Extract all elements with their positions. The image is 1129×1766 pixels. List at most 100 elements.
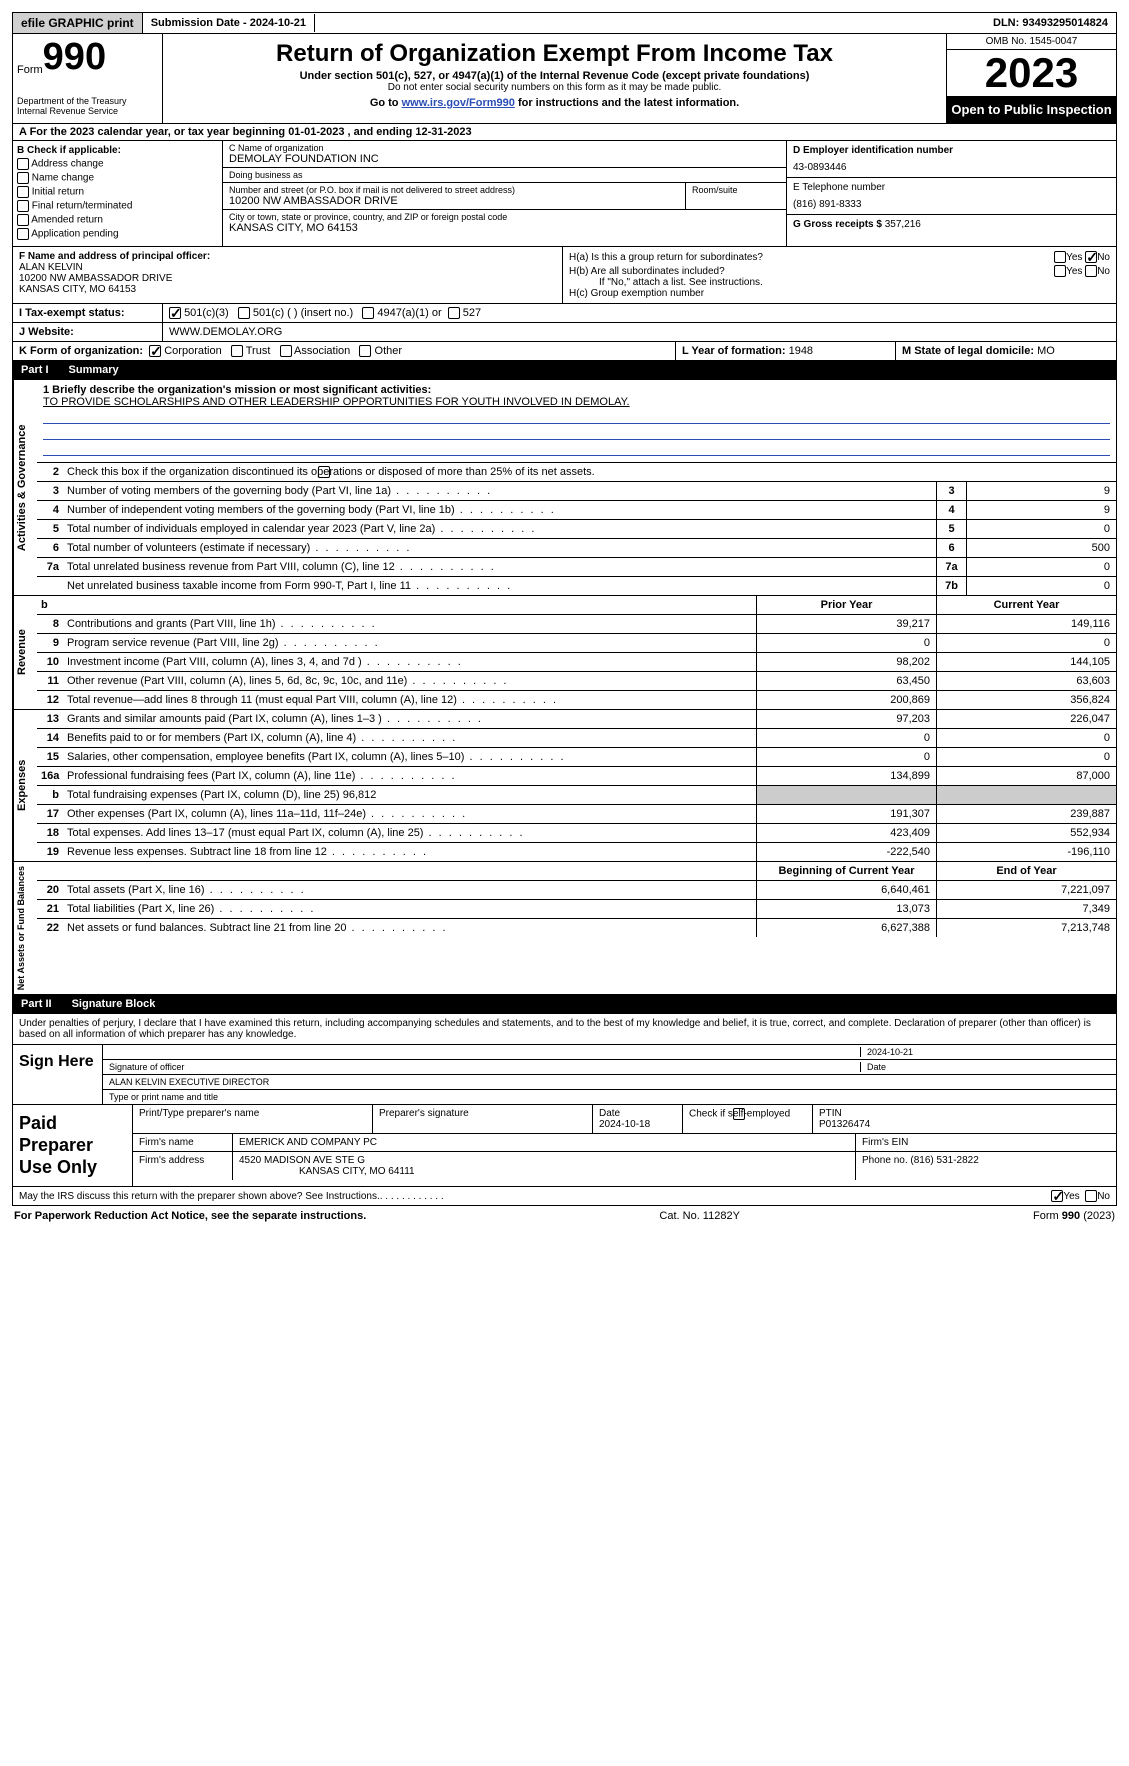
- summary-row: 12Total revenue—add lines 8 through 11 (…: [37, 691, 1116, 709]
- city-value: KANSAS CITY, MO 64153: [229, 222, 780, 234]
- summary-row: 15Salaries, other compensation, employee…: [37, 748, 1116, 767]
- period-band: A For the 2023 calendar year, or tax yea…: [12, 124, 1117, 141]
- year-box: OMB No. 1545-0047 2023 Open to Public In…: [946, 34, 1116, 123]
- website: WWW.DEMOLAY.ORG: [169, 326, 282, 338]
- omb-number: OMB No. 1545-0047: [947, 34, 1116, 50]
- column-d: D Employer identification number 43-0893…: [786, 141, 1116, 246]
- summary-row: 4Number of independent voting members of…: [37, 501, 1116, 520]
- department-label: Department of the Treasury Internal Reve…: [17, 96, 158, 116]
- hb-yes[interactable]: [1054, 265, 1066, 277]
- chk-amended[interactable]: Amended return: [17, 214, 218, 226]
- summary-row: 14Benefits paid to or for members (Part …: [37, 729, 1116, 748]
- ein-label: D Employer identification number: [793, 145, 1110, 156]
- summary-row: 22Net assets or fund balances. Subtract …: [37, 919, 1116, 937]
- summary-row: 19Revenue less expenses. Subtract line 1…: [37, 843, 1116, 861]
- sign-here-block: Sign Here 2024-10-21 Signature of office…: [12, 1045, 1117, 1105]
- form-word: Form: [17, 64, 43, 76]
- dba-label: Doing business as: [229, 170, 780, 180]
- chk-final[interactable]: Final return/terminated: [17, 200, 218, 212]
- summary-row: 21Total liabilities (Part X, line 26)13,…: [37, 900, 1116, 919]
- discuss-no[interactable]: [1085, 1190, 1097, 1202]
- row-f-h: F Name and address of principal officer:…: [12, 247, 1117, 304]
- title-box: Return of Organization Exempt From Incom…: [163, 34, 946, 123]
- ha-no[interactable]: [1085, 251, 1097, 263]
- summary-row: 9Program service revenue (Part VIII, lin…: [37, 634, 1116, 653]
- form-number: 990: [43, 38, 106, 76]
- summary-row: 11Other revenue (Part VIII, column (A), …: [37, 672, 1116, 691]
- part-1-header: Part I Summary: [12, 361, 1117, 380]
- chk-initial[interactable]: Initial return: [17, 186, 218, 198]
- top-bar: efile GRAPHIC print Submission Date - 20…: [12, 12, 1117, 34]
- mission-text: TO PROVIDE SCHOLARSHIPS AND OTHER LEADER…: [43, 396, 1110, 408]
- ha-yes[interactable]: [1054, 251, 1066, 263]
- prep-phone: (816) 531-2822: [910, 1155, 978, 1166]
- summary-row: 6Total number of volunteers (estimate if…: [37, 539, 1116, 558]
- form-header: Form 990 Department of the Treasury Inte…: [12, 34, 1117, 124]
- open-inspection: Open to Public Inspection: [947, 96, 1116, 123]
- 501c3-check[interactable]: [169, 307, 181, 319]
- corp-check[interactable]: [149, 345, 161, 357]
- irs-link[interactable]: www.irs.gov/Form990: [402, 97, 515, 109]
- row-k-l-m: K Form of organization: Corporation Trus…: [12, 342, 1117, 361]
- vlabel-expenses: Expenses: [13, 710, 37, 861]
- city-label: City or town, state or province, country…: [229, 212, 780, 222]
- chk-name[interactable]: Name change: [17, 172, 218, 184]
- org-name: DEMOLAY FOUNDATION INC: [229, 153, 780, 165]
- summary-row: 10Investment income (Part VIII, column (…: [37, 653, 1116, 672]
- summary-row: 8Contributions and grants (Part VIII, li…: [37, 615, 1116, 634]
- vlabel-netassets: Net Assets or Fund Balances: [13, 862, 37, 994]
- summary-row: 17Other expenses (Part IX, column (A), l…: [37, 805, 1116, 824]
- signature-declaration: Under penalties of perjury, I declare th…: [12, 1014, 1117, 1045]
- part-2-header: Part II Signature Block: [12, 995, 1117, 1014]
- ptin: P01326474: [819, 1119, 870, 1130]
- row-j: J Website: WWW.DEMOLAY.ORG: [12, 323, 1117, 342]
- governance-section: Activities & Governance 1 Briefly descri…: [12, 380, 1117, 596]
- form-number-box: Form 990 Department of the Treasury Inte…: [13, 34, 163, 123]
- subtitle-1: Under section 501(c), 527, or 4947(a)(1)…: [171, 70, 938, 82]
- summary-row: 7aTotal unrelated business revenue from …: [37, 558, 1116, 577]
- discuss-yes[interactable]: [1051, 1190, 1063, 1202]
- revenue-section: Revenue b Prior Year Current Year 8Contr…: [12, 596, 1117, 710]
- summary-row: 18Total expenses. Add lines 13–17 (must …: [37, 824, 1116, 843]
- submission-date: Submission Date - 2024-10-21: [143, 14, 315, 32]
- ein-value: 43-0893446: [793, 162, 1110, 173]
- discuss-row: May the IRS discuss this return with the…: [12, 1187, 1117, 1206]
- org-name-label: C Name of organization: [229, 143, 780, 153]
- summary-row: bTotal fundraising expenses (Part IX, co…: [37, 786, 1116, 805]
- tel-value: (816) 891-8333: [793, 199, 1110, 210]
- section-a: B Check if applicable: Address change Na…: [12, 141, 1117, 247]
- column-c: C Name of organization DEMOLAY FOUNDATIO…: [223, 141, 786, 246]
- summary-row: Net unrelated business taxable income fr…: [37, 577, 1116, 595]
- subtitle-3: Go to www.irs.gov/Form990 for instructio…: [171, 97, 938, 109]
- group-return: H(a) Is this a group return for subordin…: [563, 247, 1116, 303]
- room-label: Room/suite: [692, 185, 780, 195]
- summary-row: 3Number of voting members of the governi…: [37, 482, 1116, 501]
- dln: DLN: 93493295014824: [985, 14, 1116, 32]
- tax-year: 2023: [947, 50, 1116, 96]
- principal-officer: F Name and address of principal officer:…: [13, 247, 563, 303]
- gross-value: 357,216: [885, 219, 921, 230]
- row-i: I Tax-exempt status: 501(c)(3) 501(c) ( …: [12, 304, 1117, 323]
- summary-row: 20Total assets (Part X, line 16)6,640,46…: [37, 881, 1116, 900]
- col-b-header: B Check if applicable:: [17, 145, 121, 156]
- column-b: B Check if applicable: Address change Na…: [13, 141, 223, 246]
- hb-no[interactable]: [1085, 265, 1097, 277]
- subtitle-2: Do not enter social security numbers on …: [171, 82, 938, 93]
- chk-address[interactable]: Address change: [17, 158, 218, 170]
- form-title: Return of Organization Exempt From Incom…: [171, 40, 938, 68]
- officer-name: ALAN KELVIN EXECUTIVE DIRECTOR: [109, 1077, 269, 1087]
- mission-block: 1 Briefly describe the organization's mi…: [37, 380, 1116, 463]
- tel-label: E Telephone number: [793, 182, 1110, 193]
- efile-button[interactable]: efile GRAPHIC print: [13, 13, 143, 33]
- addr-value: 10200 NW AMBASSADOR DRIVE: [229, 195, 679, 207]
- expenses-section: Expenses 13Grants and similar amounts pa…: [12, 710, 1117, 862]
- netassets-section: Net Assets or Fund Balances Beginning of…: [12, 862, 1117, 995]
- firm-name: EMERICK AND COMPANY PC: [233, 1134, 856, 1151]
- summary-row: 13Grants and similar amounts paid (Part …: [37, 710, 1116, 729]
- vlabel-revenue: Revenue: [13, 596, 37, 709]
- paid-preparer-block: Paid Preparer Use Only Print/Type prepar…: [12, 1105, 1117, 1187]
- addr-label: Number and street (or P.O. box if mail i…: [229, 185, 679, 195]
- chk-pending[interactable]: Application pending: [17, 228, 218, 240]
- vlabel-governance: Activities & Governance: [13, 380, 37, 595]
- gross-label: G Gross receipts $: [793, 219, 882, 230]
